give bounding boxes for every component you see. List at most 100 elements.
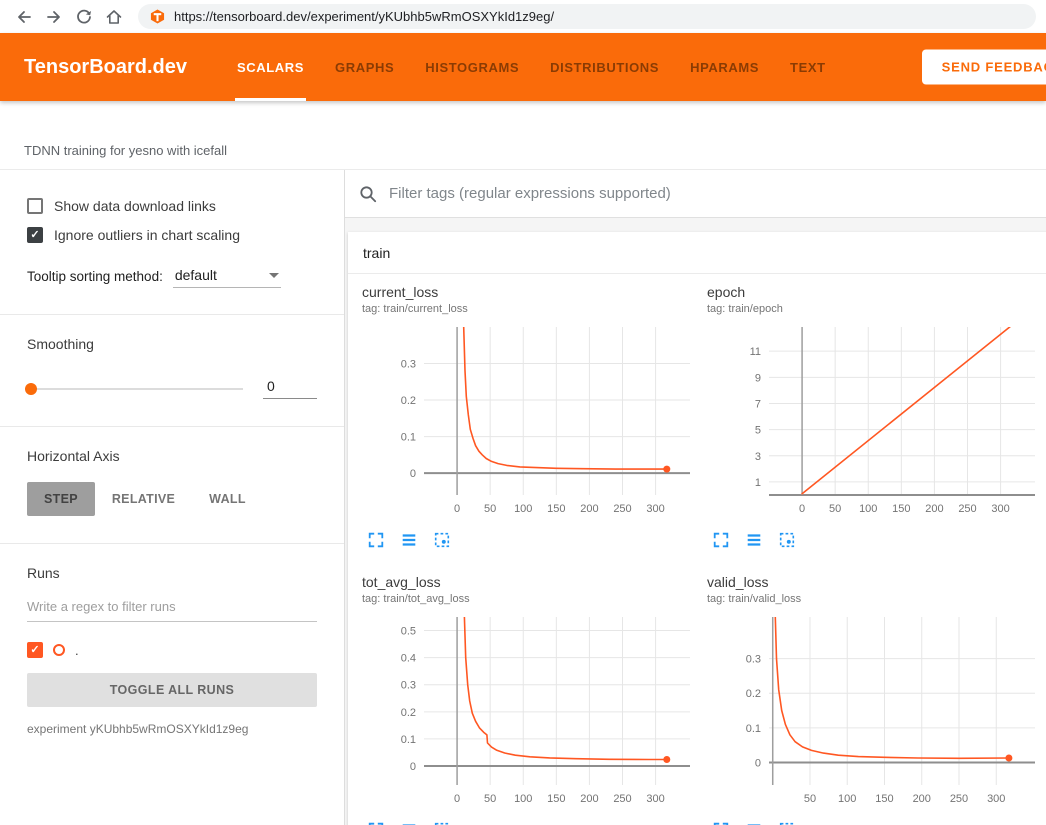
axis-wall-button[interactable]: WALL	[192, 482, 263, 516]
screen: https://tensorboard.dev/experiment/yKUbh…	[0, 0, 1046, 825]
checkbox-checked-icon[interactable]	[27, 227, 43, 243]
fit-domain-icon[interactable]	[777, 530, 797, 550]
run-checkbox-icon[interactable]	[27, 642, 43, 658]
ignore-outliers-checkbox-row[interactable]: Ignore outliers in chart scaling	[0, 227, 344, 243]
svg-text:0.2: 0.2	[401, 707, 416, 719]
svg-text:0.3: 0.3	[401, 359, 416, 371]
expand-chart-icon[interactable]	[366, 530, 386, 550]
toggle-log-scale-icon[interactable]	[744, 530, 764, 550]
svg-text:0.2: 0.2	[401, 395, 416, 407]
tab-hparams[interactable]: HPARAMS	[688, 33, 761, 101]
settings-sidebar: Show data download links Ignore outliers…	[0, 170, 345, 825]
svg-text:0: 0	[410, 761, 416, 773]
divider	[0, 543, 344, 544]
runs-label: Runs	[27, 565, 317, 581]
tab-scalars[interactable]: SCALARS	[235, 33, 306, 101]
runs-filter-input[interactable]	[27, 599, 317, 622]
back-icon[interactable]	[10, 3, 38, 31]
svg-text:150: 150	[892, 503, 910, 515]
address-bar[interactable]: https://tensorboard.dev/experiment/yKUbh…	[138, 4, 1036, 29]
chart-title: current_loss	[362, 284, 707, 300]
svg-text:300: 300	[646, 793, 664, 805]
runs-section: Runs . TOGGLE ALL RUNS experiment yKUbhb…	[0, 565, 344, 736]
slider-thumb[interactable]	[25, 383, 37, 395]
svg-text:7: 7	[755, 398, 761, 410]
tooltip-sorting-select[interactable]: default	[173, 267, 281, 288]
tooltip-sorting-row: Tooltip sorting method: default	[0, 267, 344, 288]
fit-domain-icon[interactable]	[432, 530, 452, 550]
svg-text:250: 250	[613, 793, 631, 805]
tab-distributions[interactable]: DISTRIBUTIONS	[548, 33, 661, 101]
line-chart[interactable]: 5010015020025030000.10.20.3	[707, 612, 1046, 816]
expand-chart-icon[interactable]	[711, 530, 731, 550]
card-title[interactable]: train	[348, 232, 1046, 274]
svg-text:200: 200	[580, 503, 598, 515]
home-icon[interactable]	[100, 3, 128, 31]
smoothing-slider[interactable]	[27, 388, 243, 390]
tab-histograms[interactable]: HISTOGRAMS	[423, 33, 521, 101]
tab-text[interactable]: TEXT	[788, 33, 828, 101]
svg-text:5: 5	[755, 425, 761, 437]
content: Show data download links Ignore outliers…	[0, 170, 1046, 825]
svg-text:11: 11	[750, 346, 761, 358]
fit-domain-icon[interactable]	[432, 820, 452, 825]
chart-card-current-loss: current_loss tag: train/current_loss 050…	[362, 278, 707, 568]
svg-text:100: 100	[514, 793, 532, 805]
expand-chart-icon[interactable]	[366, 820, 386, 825]
smoothing-value-field[interactable]: 0	[263, 378, 317, 399]
show-download-links-checkbox-row[interactable]: Show data download links	[0, 198, 344, 214]
smoothing-slider-row: 0	[27, 378, 317, 399]
site-favicon	[150, 9, 165, 24]
tag-filter-row	[345, 170, 1046, 218]
line-chart[interactable]: 05010015020025030000.10.20.30.40.5	[362, 612, 707, 816]
fit-domain-icon[interactable]	[777, 820, 797, 825]
experiment-title-band: TDNN training for yesno with icefall	[0, 101, 1046, 170]
checkbox-label: Show data download links	[54, 198, 216, 214]
axis-step-button[interactable]: STEP	[27, 482, 95, 516]
toggle-log-scale-icon[interactable]	[399, 820, 419, 825]
line-chart[interactable]: 05010015020025030000.10.20.3	[362, 322, 707, 526]
search-icon	[359, 185, 377, 203]
card-area: train current_loss tag: train/current_lo…	[345, 218, 1046, 825]
chart-toolbar	[707, 526, 1046, 550]
experiment-title: TDNN training for yesno with icefall	[24, 143, 227, 158]
app-logo[interactable]: TensorBoard.dev	[24, 56, 187, 79]
line-chart[interactable]: 0501001502002503001357911	[707, 322, 1046, 526]
toggle-all-runs-button[interactable]: TOGGLE ALL RUNS	[27, 673, 317, 707]
checkbox-unchecked-icon[interactable]	[27, 198, 43, 214]
svg-text:100: 100	[859, 503, 877, 515]
svg-text:0: 0	[454, 503, 460, 515]
chart-title: tot_avg_loss	[362, 574, 707, 590]
tag-filter-input[interactable]	[387, 184, 1032, 203]
svg-text:200: 200	[580, 793, 598, 805]
run-name: .	[75, 643, 79, 658]
url-text[interactable]: https://tensorboard.dev/experiment/yKUbh…	[174, 9, 554, 24]
expand-chart-icon[interactable]	[711, 820, 731, 825]
train-card: train current_loss tag: train/current_lo…	[348, 232, 1046, 825]
svg-text:50: 50	[804, 793, 816, 805]
svg-text:50: 50	[484, 503, 496, 515]
svg-text:0: 0	[755, 757, 761, 769]
svg-text:150: 150	[875, 793, 893, 805]
svg-text:0.2: 0.2	[746, 688, 761, 700]
run-row[interactable]: .	[27, 642, 317, 658]
send-feedback-button[interactable]: SEND FEEDBACK	[922, 50, 1046, 85]
svg-text:200: 200	[925, 503, 943, 515]
charts-grid: current_loss tag: train/current_loss 050…	[348, 274, 1046, 825]
svg-text:0: 0	[454, 793, 460, 805]
toggle-log-scale-icon[interactable]	[744, 820, 764, 825]
chart-title: epoch	[707, 284, 1046, 300]
svg-text:0: 0	[799, 503, 805, 515]
svg-text:1: 1	[755, 477, 761, 489]
divider	[0, 426, 344, 427]
toggle-log-scale-icon[interactable]	[399, 530, 419, 550]
forward-icon[interactable]	[40, 3, 68, 31]
chart-tag: tag: train/epoch	[707, 303, 1046, 316]
tab-graphs[interactable]: GRAPHS	[333, 33, 396, 101]
run-color-swatch-icon	[53, 644, 65, 656]
reload-icon[interactable]	[70, 3, 98, 31]
horizontal-axis-section: Horizontal Axis STEP RELATIVE WALL	[0, 448, 344, 516]
axis-relative-button[interactable]: RELATIVE	[95, 482, 192, 516]
checkbox-label: Ignore outliers in chart scaling	[54, 227, 240, 243]
divider	[0, 314, 344, 315]
